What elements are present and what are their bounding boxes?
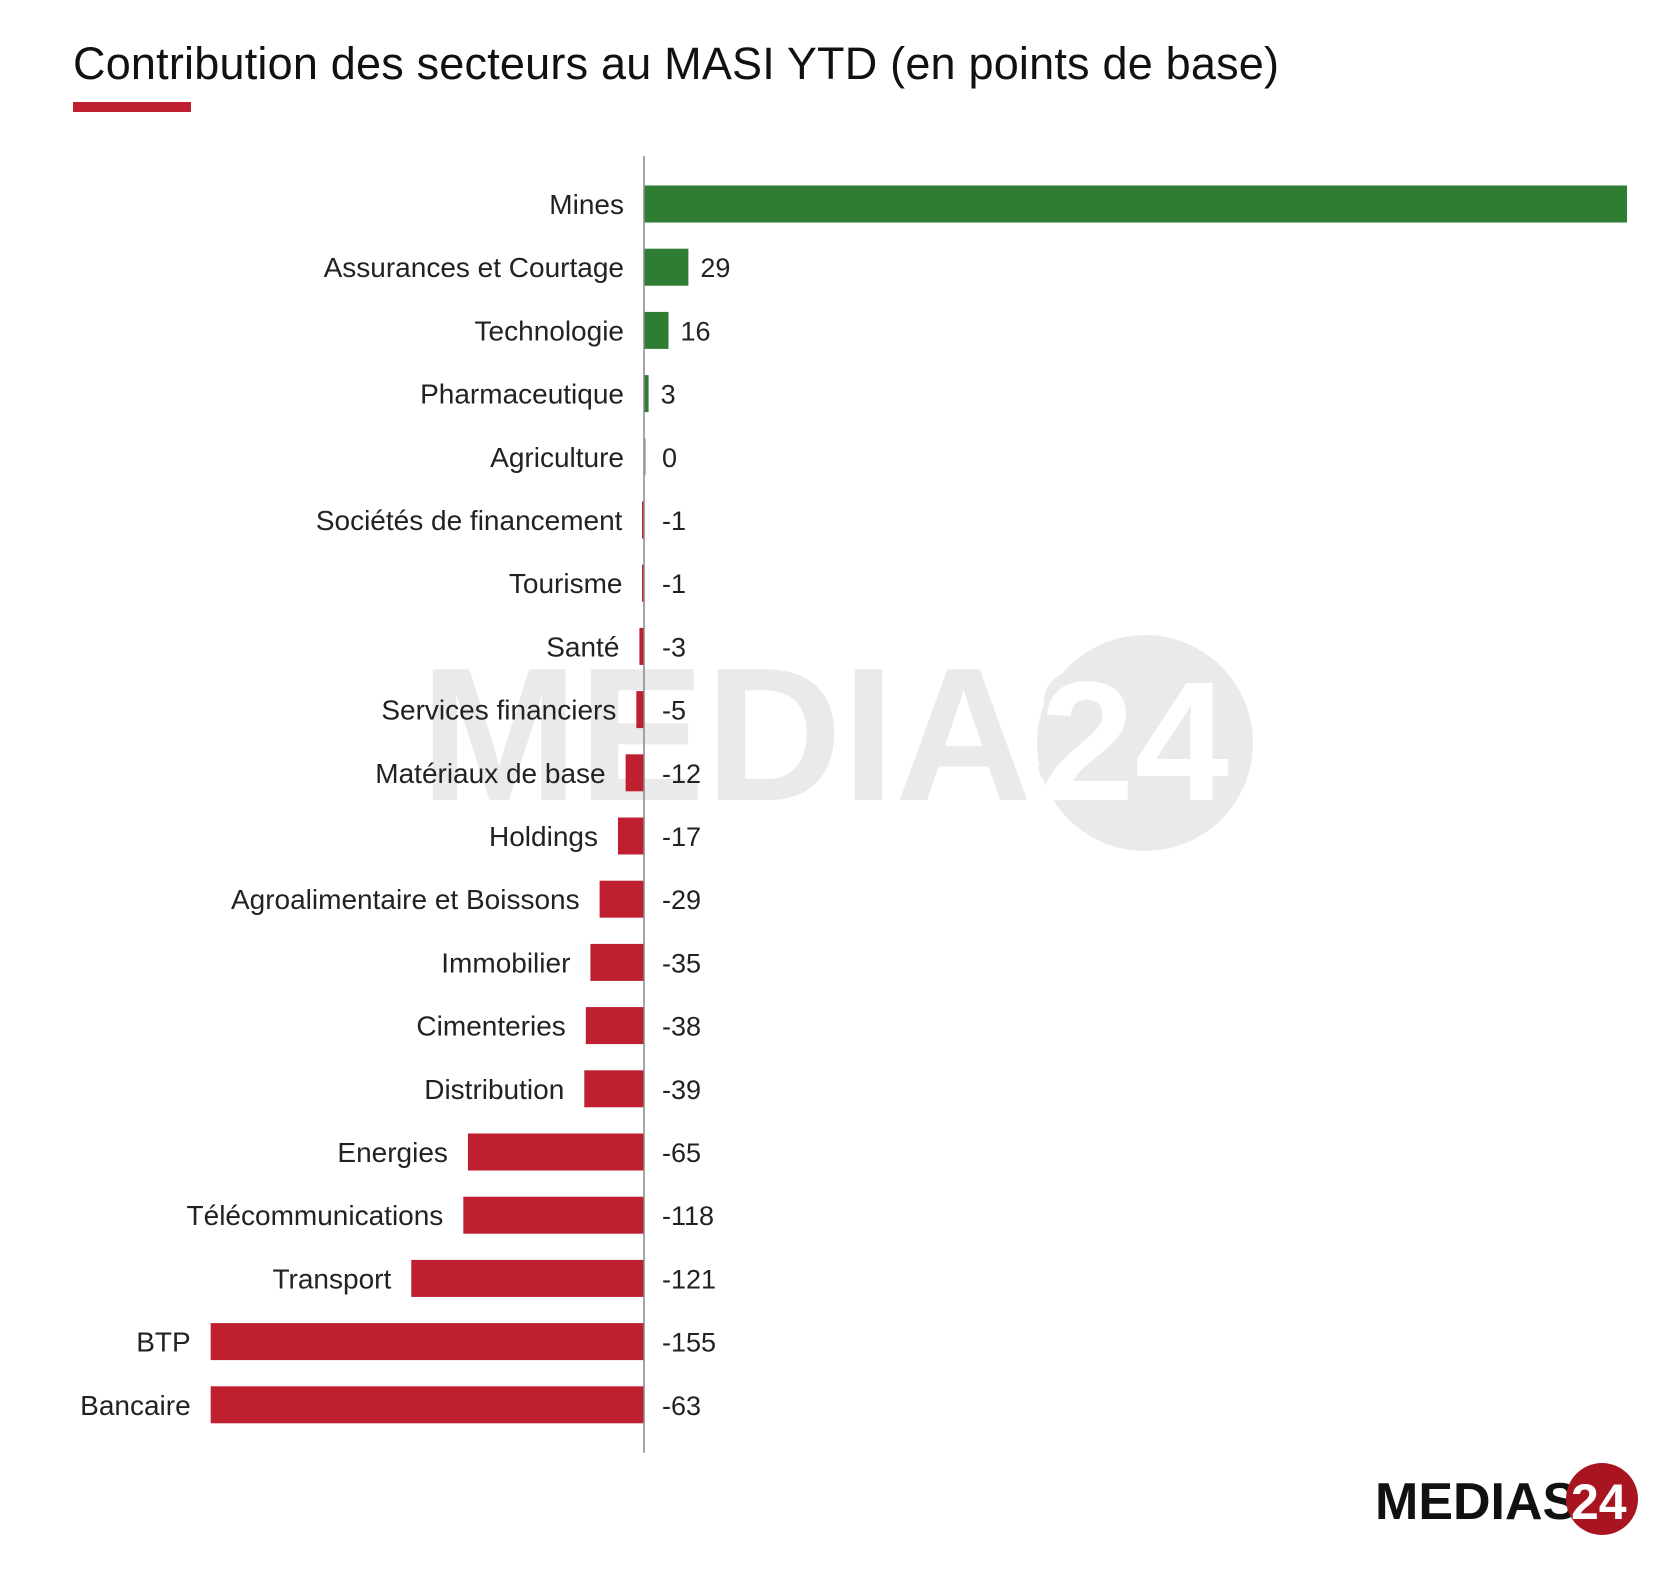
category-label: Immobilier	[441, 947, 570, 978]
watermark-text: MEDIAS	[420, 629, 1159, 841]
bar	[463, 1196, 644, 1234]
bar	[590, 943, 644, 981]
category-label: Matériaux de base	[375, 758, 605, 789]
bar	[599, 880, 644, 918]
category-label: Télécommunications	[187, 1200, 444, 1231]
bar	[636, 691, 644, 729]
watermark-logo: MEDIAS 24	[420, 629, 1253, 851]
logo-circle	[1566, 1463, 1638, 1535]
value-label: -121	[662, 1264, 716, 1294]
category-labels-group: Mines Assurances et Courtage Technologie Ph…	[80, 189, 624, 1421]
value-label: -12	[662, 759, 701, 789]
bar	[642, 501, 644, 539]
category-label: Transport	[272, 1263, 391, 1294]
value-label: -35	[662, 948, 701, 978]
value-label: -17	[662, 822, 701, 852]
bar	[644, 311, 669, 349]
chart-title: Contribution des secteurs au MASI YTD (e…	[73, 38, 1280, 89]
watermark-circle	[1037, 635, 1253, 851]
bar	[644, 438, 646, 476]
value-label: 3	[661, 380, 676, 410]
bar	[467, 1133, 644, 1171]
category-label: Technologie	[475, 315, 624, 346]
medias24-logo: MEDIAS 24	[1375, 1463, 1638, 1535]
category-label: Energies	[337, 1137, 448, 1168]
value-label: -1	[662, 569, 686, 599]
bar	[639, 627, 644, 665]
bar	[642, 564, 644, 602]
bar	[584, 1070, 644, 1108]
category-label: Distribution	[424, 1074, 564, 1105]
category-label: Sociétés de financement	[316, 505, 623, 536]
category-label: Assurances et Courtage	[324, 252, 624, 283]
category-label: Mines	[549, 189, 624, 220]
value-label: 16	[680, 316, 710, 346]
bar	[644, 375, 649, 413]
bar	[644, 248, 689, 286]
value-label: 29	[700, 253, 730, 283]
watermark-number: 24	[1040, 647, 1229, 837]
value-label: -1	[662, 506, 686, 536]
title-accent-bar	[73, 102, 191, 112]
value-label: -38	[662, 1012, 701, 1042]
category-label: Pharmaceutique	[420, 379, 624, 410]
value-label: -65	[662, 1138, 701, 1168]
logo-number: 24	[1571, 1474, 1627, 1530]
value-label: -5	[662, 696, 686, 726]
value-label: -39	[662, 1075, 701, 1105]
category-label: Cimenteries	[416, 1011, 565, 1042]
value-labels-group: 29 16 3 0 -1 -1 -3 -5 -12 -17 -29 -35 -38 -39 -65 -118 -…	[661, 253, 731, 1421]
category-label: Bancaire	[80, 1390, 191, 1421]
category-label: Santé	[546, 631, 619, 662]
category-label: Services financiers	[381, 695, 616, 726]
value-label: -118	[662, 1201, 714, 1231]
category-label: BTP	[136, 1327, 190, 1358]
bars-group	[210, 185, 1627, 1424]
bar	[210, 1323, 644, 1361]
category-label: Holdings	[489, 821, 598, 852]
bar	[625, 754, 644, 792]
bar	[585, 1007, 644, 1045]
bar	[210, 1386, 644, 1424]
value-label: -155	[662, 1328, 716, 1358]
value-label: -29	[662, 885, 701, 915]
bar	[411, 1259, 644, 1297]
logo-text: MEDIAS	[1375, 1473, 1577, 1531]
value-label: -3	[662, 632, 686, 662]
bar	[644, 185, 1627, 223]
category-label: Tourisme	[509, 568, 623, 599]
bar	[617, 817, 644, 855]
value-label: 0	[662, 443, 677, 473]
category-label: Agriculture	[490, 442, 624, 473]
value-label: -63	[662, 1391, 701, 1421]
category-label: Agroalimentaire et Boissons	[231, 884, 580, 915]
